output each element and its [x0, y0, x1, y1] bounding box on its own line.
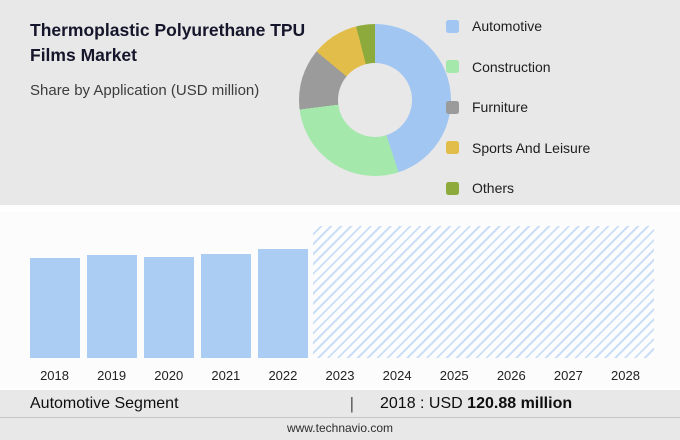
legend-swatch	[446, 141, 459, 155]
x-tick-2027: 2027	[553, 368, 583, 383]
forecast-region	[313, 226, 654, 358]
bar-chart-plot	[26, 226, 654, 358]
legend: Automotive Construction Furniture Sports An…	[446, 6, 654, 209]
bar-chart-panel: 2018 2019 2020 2021 2022 2023 2024 2025 2026 2027…	[0, 212, 680, 388]
footer-panel: Automotive Segment | 2018 : USD 120.88 m…	[0, 388, 680, 440]
bar-column-2021	[197, 226, 254, 358]
x-tick-2026: 2026	[496, 368, 526, 383]
bar-column-2024	[369, 226, 426, 358]
bar-2019	[86, 254, 137, 358]
x-tick-2024: 2024	[382, 368, 412, 383]
legend-label: Furniture	[472, 99, 529, 116]
kpi-row: Automotive Segment | 2018 : USD 120.88 m…	[0, 390, 680, 417]
bar-column-2020	[140, 226, 197, 358]
section-divider	[0, 205, 680, 212]
legend-item-others: Others	[446, 168, 654, 209]
legend-swatch	[446, 19, 459, 33]
legend-item-construction: Construction	[446, 47, 654, 88]
bar-2020	[143, 257, 194, 358]
title-block: Thermoplastic Polyurethane TPU Films Mar…	[30, 18, 315, 99]
segment-label: Automotive Segment	[30, 394, 179, 412]
legend-swatch	[446, 60, 459, 74]
bar-column-2023	[311, 226, 368, 358]
page-subtitle: Share by Application (USD million)	[30, 81, 260, 99]
bar-column-2019	[83, 226, 140, 358]
legend-item-furniture: Furniture	[446, 87, 654, 128]
x-tick-2022: 2022	[268, 368, 298, 383]
legend-item-sports-and-leisure: Sports And Leisure	[446, 128, 654, 169]
bar-column-2022	[254, 226, 311, 358]
website-row: www.technavio.com	[0, 417, 680, 440]
bar-2018	[29, 258, 80, 358]
x-tick-2023: 2023	[325, 368, 355, 383]
x-tick-2020: 2020	[154, 368, 184, 383]
donut-hole	[338, 63, 412, 137]
x-axis-labels: 2018 2019 2020 2021 2022 2023 2024 2025 2026 2027…	[26, 368, 654, 383]
legend-item-automotive: Automotive	[446, 6, 654, 47]
x-tick-2025: 2025	[439, 368, 469, 383]
kpi-divider: |	[349, 393, 354, 413]
page-title-line1: Thermoplastic Polyurethane TPU	[30, 20, 306, 40]
legend-swatch	[446, 181, 459, 195]
legend-label: Others	[472, 180, 515, 197]
x-tick-2018: 2018	[40, 368, 69, 383]
bar-column-2026	[483, 226, 540, 358]
bar-column-2018	[26, 226, 83, 358]
website-link[interactable]: www.technavio.com	[286, 421, 394, 435]
x-tick-2021: 2021	[211, 368, 241, 383]
bar-2022	[257, 249, 308, 358]
kpi-number: 120.88	[467, 394, 517, 412]
bar-column-2025	[426, 226, 483, 358]
bar-column-2028	[597, 226, 654, 358]
kpi-unit: million	[520, 394, 573, 412]
bar-column-2027	[540, 226, 597, 358]
bar-2021	[200, 254, 251, 358]
page-title: Thermoplastic Polyurethane TPU Films Mar…	[30, 18, 315, 69]
legend-swatch	[446, 100, 459, 114]
x-tick-2028: 2028	[611, 368, 640, 383]
kpi-prefix: 2018 : USD	[380, 394, 463, 412]
donut-chart	[299, 24, 451, 176]
legend-label: Construction	[472, 58, 551, 75]
legend-label: Automotive	[472, 18, 543, 35]
x-tick-2019: 2019	[97, 368, 127, 383]
legend-label: Sports And Leisure	[472, 139, 591, 156]
kpi-value: 2018 : USD 120.88 million	[380, 395, 650, 413]
bar-columns	[26, 226, 654, 358]
page-title-line2: Films Market	[30, 45, 137, 66]
header-panel: Thermoplastic Polyurethane TPU Films Mar…	[0, 0, 680, 205]
